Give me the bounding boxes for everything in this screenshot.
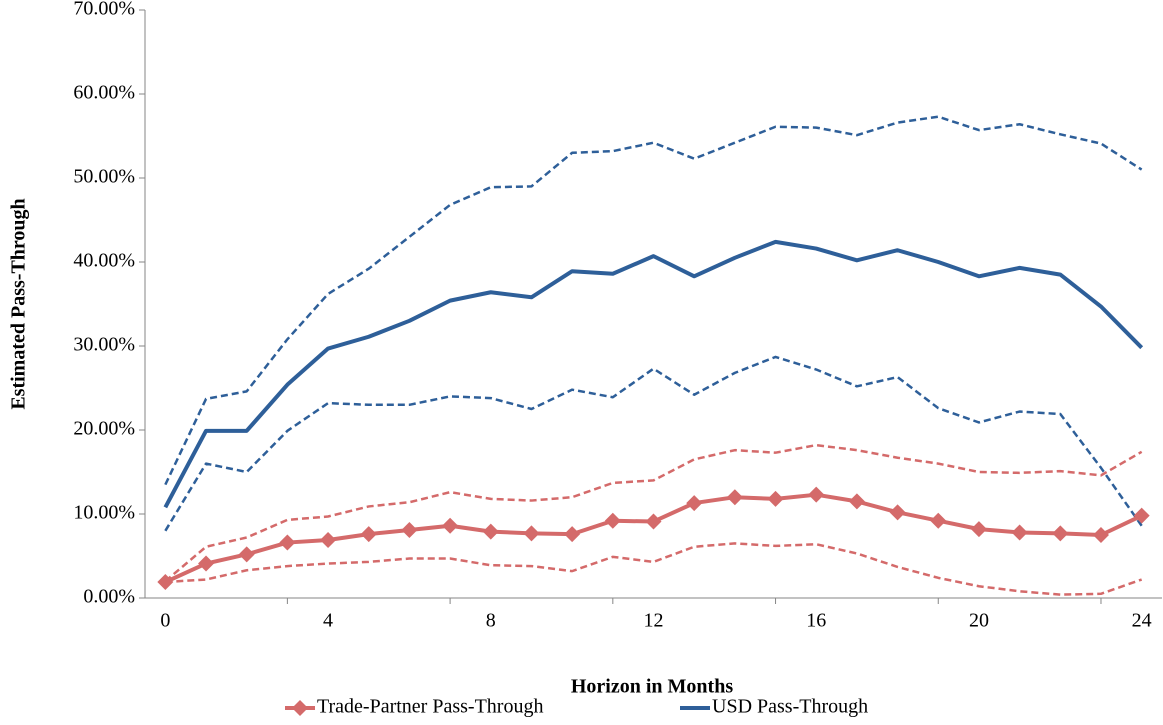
y-tick-label: 30.00%	[73, 334, 135, 356]
marker	[401, 521, 418, 538]
marker	[482, 523, 499, 540]
legend-marker	[292, 700, 308, 716]
marker	[523, 525, 540, 542]
marker	[157, 574, 174, 591]
marker	[889, 504, 906, 521]
band-line	[164, 355, 1143, 532]
y-tick-label: 0.00%	[83, 586, 135, 608]
marker	[767, 490, 784, 507]
y-tick-label: 60.00%	[73, 82, 135, 104]
marker	[320, 532, 337, 549]
band-line	[164, 443, 1143, 583]
marker	[930, 512, 947, 529]
legend-label: USD Pass-Through	[712, 696, 868, 718]
marker	[726, 489, 743, 506]
x-axis-title: Horizon in Months	[571, 676, 733, 698]
marker	[442, 517, 459, 534]
marker	[686, 495, 703, 512]
marker	[360, 526, 377, 543]
marker	[1133, 507, 1150, 524]
marker	[198, 555, 215, 572]
marker	[808, 486, 825, 503]
marker	[848, 493, 865, 510]
marker	[645, 513, 662, 530]
band-line	[164, 115, 1143, 486]
x-tick-label: 12	[644, 610, 664, 632]
y-tick-label: 70.00%	[73, 0, 135, 20]
marker	[1052, 525, 1069, 542]
y-tick-label: 20.00%	[73, 418, 135, 440]
marker	[970, 521, 987, 538]
legend-label: Trade-Partner Pass-Through	[317, 696, 543, 718]
x-tick-label: 4	[323, 610, 333, 632]
band-line	[165, 542, 1143, 596]
marker	[1011, 524, 1028, 541]
marker	[604, 512, 621, 529]
y-axis-title: Estimated Pass-Through	[8, 198, 30, 409]
series-line	[163, 239, 1144, 509]
x-tick-label: 16	[806, 610, 826, 632]
y-tick-label: 10.00%	[73, 502, 135, 524]
x-tick-label: 8	[486, 610, 496, 632]
x-tick-label: 20	[969, 610, 989, 632]
marker	[564, 526, 581, 543]
y-tick-label: 50.00%	[73, 166, 135, 188]
marker	[238, 546, 255, 563]
series-line	[164, 492, 1143, 584]
y-tick-label: 40.00%	[73, 250, 135, 272]
marker	[279, 534, 296, 551]
x-tick-label: 24	[1132, 610, 1152, 632]
marker	[1092, 527, 1109, 543]
x-tick-label: 0	[160, 610, 170, 632]
